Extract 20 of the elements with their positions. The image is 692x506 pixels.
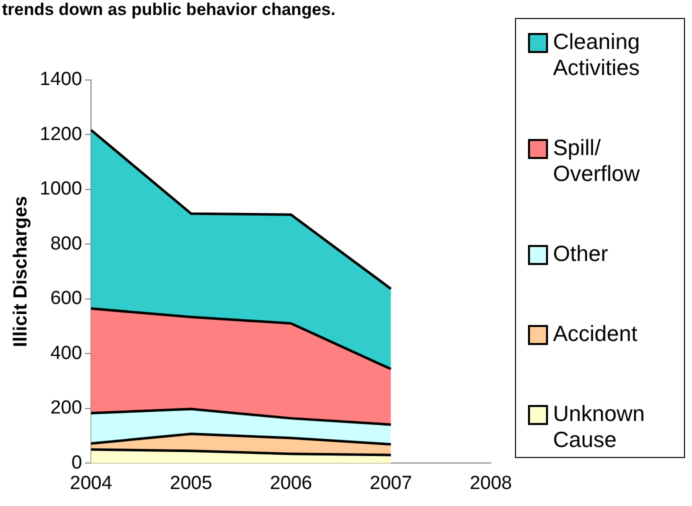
legend-label: Spill/ Overflow bbox=[553, 135, 641, 187]
legend-label: Unknown Cause bbox=[553, 401, 646, 453]
y-axis-title: Illicit Discharges bbox=[10, 196, 32, 348]
y-tick-label: 1400 bbox=[40, 69, 82, 90]
y-tick-label: 400 bbox=[50, 342, 82, 364]
y-tick-label: 1200 bbox=[40, 124, 82, 145]
legend-label: Accident bbox=[553, 321, 638, 347]
y-tick-label: 200 bbox=[50, 398, 82, 419]
legend-label: Other bbox=[553, 241, 610, 267]
x-tick-label: 2007 bbox=[370, 472, 412, 494]
y-tick-label: 800 bbox=[50, 233, 82, 254]
chart-title: trends down as public behavior changes. bbox=[2, 0, 336, 20]
x-tick-label: 2006 bbox=[270, 472, 312, 494]
y-tick-label: 0 bbox=[71, 452, 82, 474]
x-tick-label: 2008 bbox=[470, 472, 512, 494]
x-tick-label: 2004 bbox=[70, 472, 113, 494]
y-tick-label: 1000 bbox=[40, 178, 82, 200]
y-tick-label: 600 bbox=[50, 288, 82, 310]
legend-label: Cleaning Activities bbox=[553, 29, 641, 81]
x-tick-label: 2005 bbox=[170, 472, 212, 494]
